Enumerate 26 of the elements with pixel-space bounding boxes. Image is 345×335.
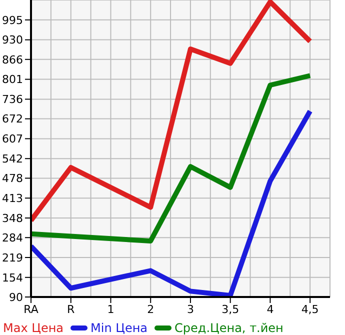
y-tick-label: 219 xyxy=(2,251,23,264)
x-tick-label: 1 xyxy=(107,302,114,316)
y-tick-label: 866 xyxy=(2,53,23,66)
x-tick-label: 2 xyxy=(147,302,154,316)
y-tick-label: 542 xyxy=(2,152,23,166)
y-tick-label: 478 xyxy=(2,172,23,186)
y-tick-label: 930 xyxy=(2,34,23,47)
x-tick-label: 4,5 xyxy=(301,302,319,316)
y-tick-label: 284 xyxy=(2,232,23,245)
y-tick-label: 413 xyxy=(2,192,23,206)
x-tick-label: RA xyxy=(24,302,39,316)
x-tick-label: 3 xyxy=(186,302,194,316)
x-tick-label: 3,5 xyxy=(222,302,240,316)
legend-label: Сред.Цена, т.йен xyxy=(174,321,284,335)
text: Max Цена xyxy=(2,321,64,335)
y-tick-label: 801 xyxy=(2,73,23,86)
y-tick-label: 90 xyxy=(9,290,23,304)
x-tick-label: R xyxy=(67,302,76,316)
y-tick-label: 348 xyxy=(2,212,23,225)
y-tick-label: 995 xyxy=(2,14,23,27)
y-tick-label: 607 xyxy=(2,132,23,146)
y-tick-label: 736 xyxy=(2,93,23,106)
x-tick-label: 4 xyxy=(266,302,274,316)
legend-label: Min Цена xyxy=(90,321,148,335)
y-tick-label: 154 xyxy=(2,271,23,284)
y-tick-label: 672 xyxy=(2,112,23,126)
